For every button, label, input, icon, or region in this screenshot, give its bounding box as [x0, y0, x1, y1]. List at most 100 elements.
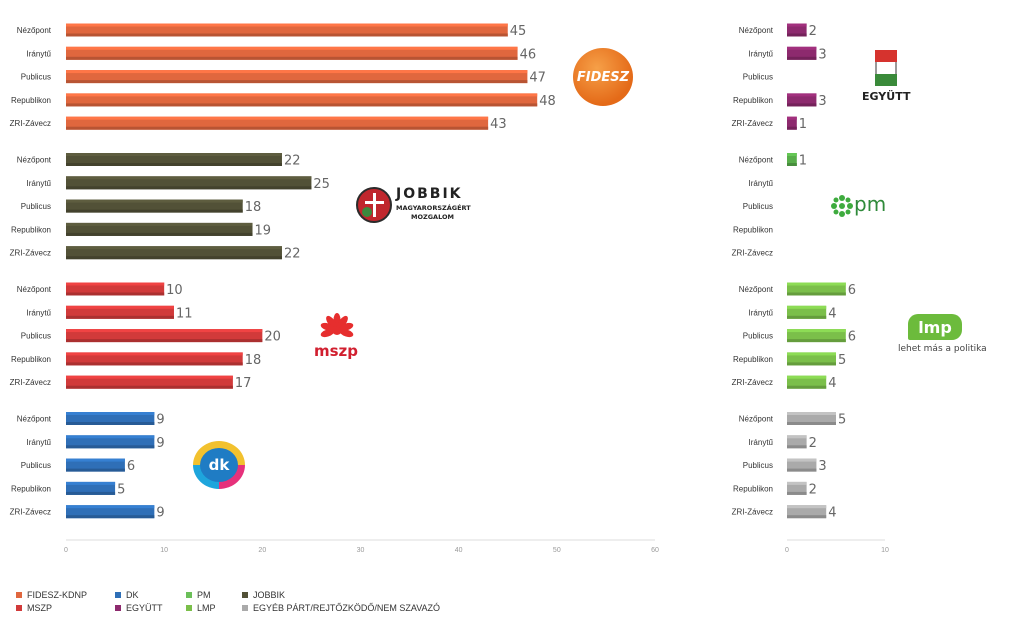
legend-swatch	[186, 592, 192, 598]
legend-swatch	[186, 605, 192, 611]
left-panel: 0 10 20 30 40 50 60 Nézőpont 45 Iránytű 46 Publicus…	[10, 23, 659, 554]
bar-shade	[787, 292, 846, 296]
category-label: Nézőpont	[739, 285, 774, 294]
bar-highlight	[787, 116, 797, 120]
bar-highlight	[787, 153, 797, 156]
bar	[66, 246, 282, 260]
bar-shade	[787, 362, 836, 366]
bar-shade	[787, 491, 807, 495]
bar-shade	[787, 163, 797, 166]
category-label: Iránytű	[27, 438, 52, 447]
bar-highlight	[787, 46, 817, 50]
jobbik-logo-line3: MOZGALOM	[411, 213, 454, 221]
category-label: Publicus	[21, 332, 51, 341]
bar	[787, 412, 836, 425]
category-label: Iránytű	[749, 308, 774, 317]
jobbik-logo-line2: MAGYARORSZÁGÉRT	[396, 204, 471, 212]
bar	[787, 458, 817, 472]
data-label: 2	[809, 436, 817, 451]
category-label: Publicus	[21, 202, 51, 211]
bar-highlight	[66, 329, 263, 333]
category-label: ZRI-Závecz	[10, 508, 51, 517]
legend-item-mszp: MSZP	[16, 603, 52, 613]
category-label: Iránytű	[749, 49, 774, 58]
legend-swatch	[115, 592, 121, 598]
bar-highlight	[66, 153, 282, 156]
bar	[787, 93, 817, 107]
bar	[66, 153, 282, 166]
bar	[787, 329, 846, 343]
data-label: 47	[529, 71, 546, 86]
category-label: Iránytű	[27, 179, 52, 188]
bar	[66, 282, 165, 296]
category-label: Publicus	[21, 73, 51, 82]
legend-item-jobbik: JOBBIK	[242, 590, 285, 600]
legend-swatch	[16, 605, 22, 611]
data-label: 2	[809, 482, 817, 497]
bar	[66, 505, 155, 519]
data-label: 11	[176, 306, 193, 321]
x-tick-label: 50	[553, 547, 561, 554]
bar-shade	[66, 232, 253, 236]
bar-shade	[66, 209, 243, 213]
bar-shade	[787, 385, 827, 389]
bar-shade	[66, 362, 243, 366]
category-label: Iránytű	[27, 308, 52, 317]
data-label: 4	[828, 506, 836, 521]
x-tick-label: 0	[64, 547, 68, 554]
legend-item-lmp: LMP	[186, 603, 216, 613]
bar-highlight	[787, 435, 807, 439]
x-tick-label: 10	[881, 547, 889, 554]
bar-highlight	[66, 375, 233, 379]
bar-highlight	[66, 412, 155, 415]
bar	[66, 222, 253, 236]
data-label: 46	[520, 47, 537, 62]
data-label: 19	[255, 223, 272, 238]
data-label: 48	[539, 94, 556, 109]
bar	[66, 199, 243, 213]
lmp-slogan: lehet más a politika	[898, 344, 987, 354]
bar	[66, 46, 518, 60]
category-label: Nézőpont	[739, 156, 774, 165]
legend-swatch	[115, 605, 121, 611]
bar	[787, 375, 827, 389]
bar-highlight	[787, 458, 817, 462]
bar	[787, 352, 836, 366]
bar-highlight	[66, 435, 155, 439]
bar	[787, 23, 807, 37]
data-label: 6	[127, 459, 135, 474]
category-label: Publicus	[743, 202, 773, 211]
data-label: 1	[799, 154, 807, 169]
bar-highlight	[66, 458, 125, 462]
data-label: 9	[156, 413, 164, 428]
x-tick-label: 60	[651, 547, 659, 554]
category-label: Nézőpont	[17, 156, 52, 165]
bar-highlight	[66, 246, 282, 250]
bar-shade	[66, 445, 155, 449]
bar	[66, 93, 538, 107]
category-label: Republikon	[733, 225, 773, 234]
bar-highlight	[66, 46, 518, 50]
dk-logo-text: dk	[208, 456, 230, 474]
bar	[66, 435, 155, 449]
bar	[787, 46, 817, 60]
bar-shade	[66, 256, 282, 260]
jobbik-logo: JOBBIK MAGYARORSZÁGÉRT MOZGALOM	[356, 186, 471, 226]
category-label: Republikon	[11, 484, 51, 493]
category-label: Publicus	[21, 461, 51, 470]
bar	[787, 153, 797, 166]
data-label: 2	[809, 24, 817, 39]
data-label: 6	[848, 283, 856, 298]
jobbik-logo-name: JOBBIK	[396, 186, 463, 202]
category-label: Republikon	[733, 96, 773, 105]
legend-swatch	[242, 605, 248, 611]
bar-highlight	[66, 305, 174, 309]
bar	[787, 282, 846, 296]
category-label: Republikon	[11, 225, 51, 234]
bar-shade	[66, 80, 528, 84]
bar-highlight	[787, 375, 827, 379]
bar-highlight	[66, 481, 116, 485]
bar-highlight	[66, 93, 538, 97]
bar-highlight	[66, 23, 508, 27]
bar-highlight	[787, 305, 827, 309]
